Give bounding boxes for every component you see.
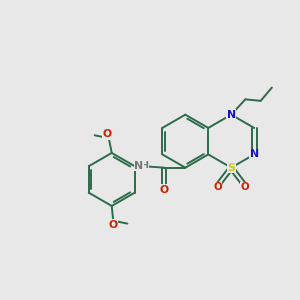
Text: N: N — [134, 160, 143, 171]
Text: N: N — [250, 149, 259, 159]
Text: S: S — [227, 163, 235, 173]
Text: O: O — [213, 182, 222, 192]
Text: N: N — [227, 110, 236, 120]
Text: H: H — [140, 161, 148, 170]
Text: O: O — [241, 182, 249, 192]
Text: O: O — [160, 185, 169, 195]
Text: O: O — [103, 129, 112, 139]
Text: O: O — [109, 220, 118, 230]
